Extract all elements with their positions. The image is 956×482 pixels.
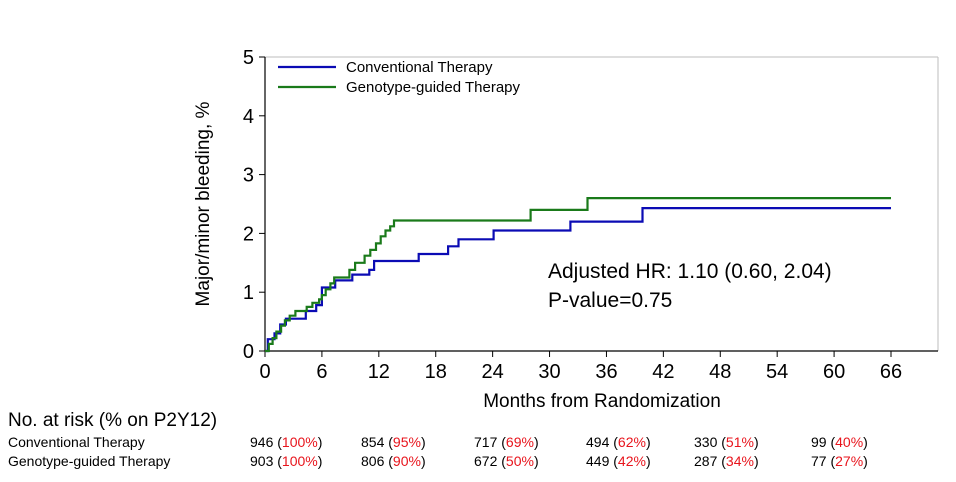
hazard-ratio-annotation: Adjusted HR: 1.10 (0.60, 2.04) — [548, 260, 832, 283]
p-value-annotation: P-value=0.75 — [548, 289, 672, 312]
risk-percent: 40% — [835, 434, 864, 450]
risk-row: Genotype-guided Therapy 903 (100%) 806 (90… — [8, 453, 908, 471]
risk-cell: 946 (100%) — [250, 434, 323, 450]
risk-row-label: Conventional Therapy — [8, 434, 145, 450]
x-tick-label: 60 — [823, 361, 845, 383]
y-tick-label: 5 — [243, 47, 254, 69]
x-tick-label: 12 — [368, 361, 390, 383]
risk-cell: 854 (95%) — [361, 434, 426, 450]
risk-cell: 903 (100%) — [250, 453, 323, 469]
risk-percent: 69% — [505, 434, 534, 450]
legend: Conventional Therapy Genotype-guided Ther… — [278, 59, 521, 96]
risk-percent: 51% — [725, 434, 754, 450]
risk-percent: 95% — [392, 434, 421, 450]
x-tick-label: 54 — [766, 361, 788, 383]
x-tick-label: 42 — [652, 361, 674, 383]
risk-percent: 100% — [281, 434, 318, 450]
risk-count: 449 ( — [586, 453, 618, 469]
risk-count: 903 ( — [250, 453, 282, 469]
legend-label: Genotype-guided Therapy — [346, 79, 521, 96]
series-line-genotype-guided — [265, 197, 891, 353]
x-tick-label: 48 — [709, 361, 731, 383]
risk-count: 717 ( — [474, 434, 506, 450]
risk-count: 330 ( — [694, 434, 726, 450]
risk-percent: 34% — [725, 453, 754, 469]
risk-cell: 287 (34%) — [694, 453, 759, 469]
risk-percent: 100% — [281, 453, 318, 469]
risk-cell: 494 (62%) — [586, 434, 651, 450]
y-tick-label: 3 — [243, 165, 254, 187]
risk-cell: 806 (90%) — [361, 453, 426, 469]
x-axis-label: Months from Randomization — [483, 391, 721, 410]
risk-count: 806 ( — [361, 453, 393, 469]
risk-cell: 77 (27%) — [811, 453, 868, 469]
risk-count: 77 ( — [811, 453, 836, 469]
x-tick-label: 18 — [425, 361, 447, 383]
risk-percent: 27% — [835, 453, 864, 469]
legend-label: Conventional Therapy — [346, 59, 493, 76]
y-tick-label: 2 — [243, 223, 254, 245]
x-tick-label: 6 — [316, 361, 327, 383]
risk-percent: 42% — [617, 453, 646, 469]
x-tick-label: 36 — [595, 361, 617, 383]
y-tick-label: 4 — [243, 106, 254, 128]
risk-percent: 90% — [392, 453, 421, 469]
x-tick-label: 0 — [259, 361, 270, 383]
risk-table-title: No. at risk (% on P2Y12) — [8, 410, 218, 431]
y-tick-label: 1 — [243, 282, 254, 304]
risk-cell: 672 (50%) — [474, 453, 539, 469]
x-tick-label: 30 — [538, 361, 560, 383]
risk-percent: 62% — [617, 434, 646, 450]
risk-row-label: Genotype-guided Therapy — [8, 453, 171, 469]
risk-cell: 449 (42%) — [586, 453, 651, 469]
risk-count: 494 ( — [586, 434, 618, 450]
risk-percent: 50% — [505, 453, 534, 469]
x-tick-label: 24 — [482, 361, 504, 383]
risk-cell: 717 (69%) — [474, 434, 539, 450]
risk-count: 672 ( — [474, 453, 506, 469]
risk-cell: 99 (40%) — [811, 434, 868, 450]
risk-count: 99 ( — [811, 434, 836, 450]
x-tick-label: 66 — [880, 361, 902, 383]
risk-count: 287 ( — [694, 453, 726, 469]
y-axis-label: Major/minor bleeding, % — [193, 101, 214, 306]
y-tick-label: 0 — [243, 341, 254, 363]
risk-count: 854 ( — [361, 434, 393, 450]
risk-cell: 330 (51%) — [694, 434, 759, 450]
risk-row: Conventional Therapy 946 (100%) 854 (95%) 7… — [8, 434, 908, 452]
risk-count: 946 ( — [250, 434, 282, 450]
series-lines — [265, 197, 891, 353]
